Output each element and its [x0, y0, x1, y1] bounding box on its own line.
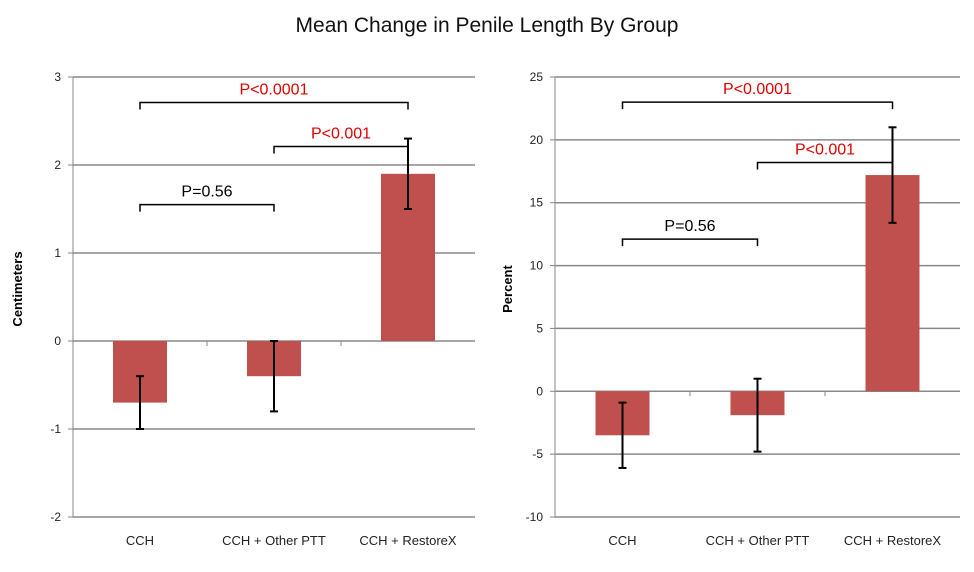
p-value-label: P<0.0001	[240, 82, 309, 99]
x-category-label: CCH + Other PTT	[706, 533, 810, 548]
y-tick-label: -1	[50, 422, 61, 436]
p-value-label: P<0.001	[795, 141, 855, 158]
x-category-label: CCH	[608, 533, 636, 548]
y-tick-label: 0	[54, 334, 61, 348]
y-tick-label: 1	[54, 246, 61, 260]
p-value-label: P<0.0001	[723, 81, 792, 98]
significance-bracket	[756, 161, 894, 170]
p-value-label: P=0.56	[181, 184, 232, 201]
y-tick-label: 0	[536, 384, 543, 398]
x-category-label: CCH	[126, 533, 154, 548]
p-value-label: P<0.001	[311, 126, 371, 143]
x-category-label: CCH + RestoreX	[844, 533, 941, 548]
y-tick-label: -5	[532, 447, 543, 461]
y-tick-label: 15	[530, 196, 544, 210]
y-tick-label: -2	[50, 510, 61, 524]
y-tick-label: 25	[530, 70, 544, 84]
y-tick-label: 20	[530, 133, 544, 147]
y-tick-label: 2	[54, 158, 61, 172]
significance-bracket	[139, 203, 275, 212]
figure-title: Mean Change in Penile Length By Group	[295, 14, 679, 37]
p-value-label: P=0.56	[664, 218, 715, 235]
y-axis-title: Percent	[500, 264, 515, 312]
x-category-label: CCH + RestoreX	[359, 533, 456, 548]
chart-centimeters: -2 -1 0 1 2 3 Centimeters CCH CCH + Other PTT CCH…	[10, 70, 475, 548]
x-category-label: CCH + Other PTT	[222, 533, 326, 548]
y-tick-label: -10	[526, 510, 544, 524]
significance-bracket	[621, 238, 759, 247]
y-tick-label: 5	[536, 321, 543, 335]
significance-bracket	[139, 101, 409, 110]
significance-bracket	[273, 145, 409, 154]
y-tick-label: 10	[530, 259, 544, 273]
significance-bracket	[621, 101, 894, 110]
y-axis-title: Centimeters	[10, 251, 25, 326]
y-tick-label: 3	[54, 70, 61, 84]
